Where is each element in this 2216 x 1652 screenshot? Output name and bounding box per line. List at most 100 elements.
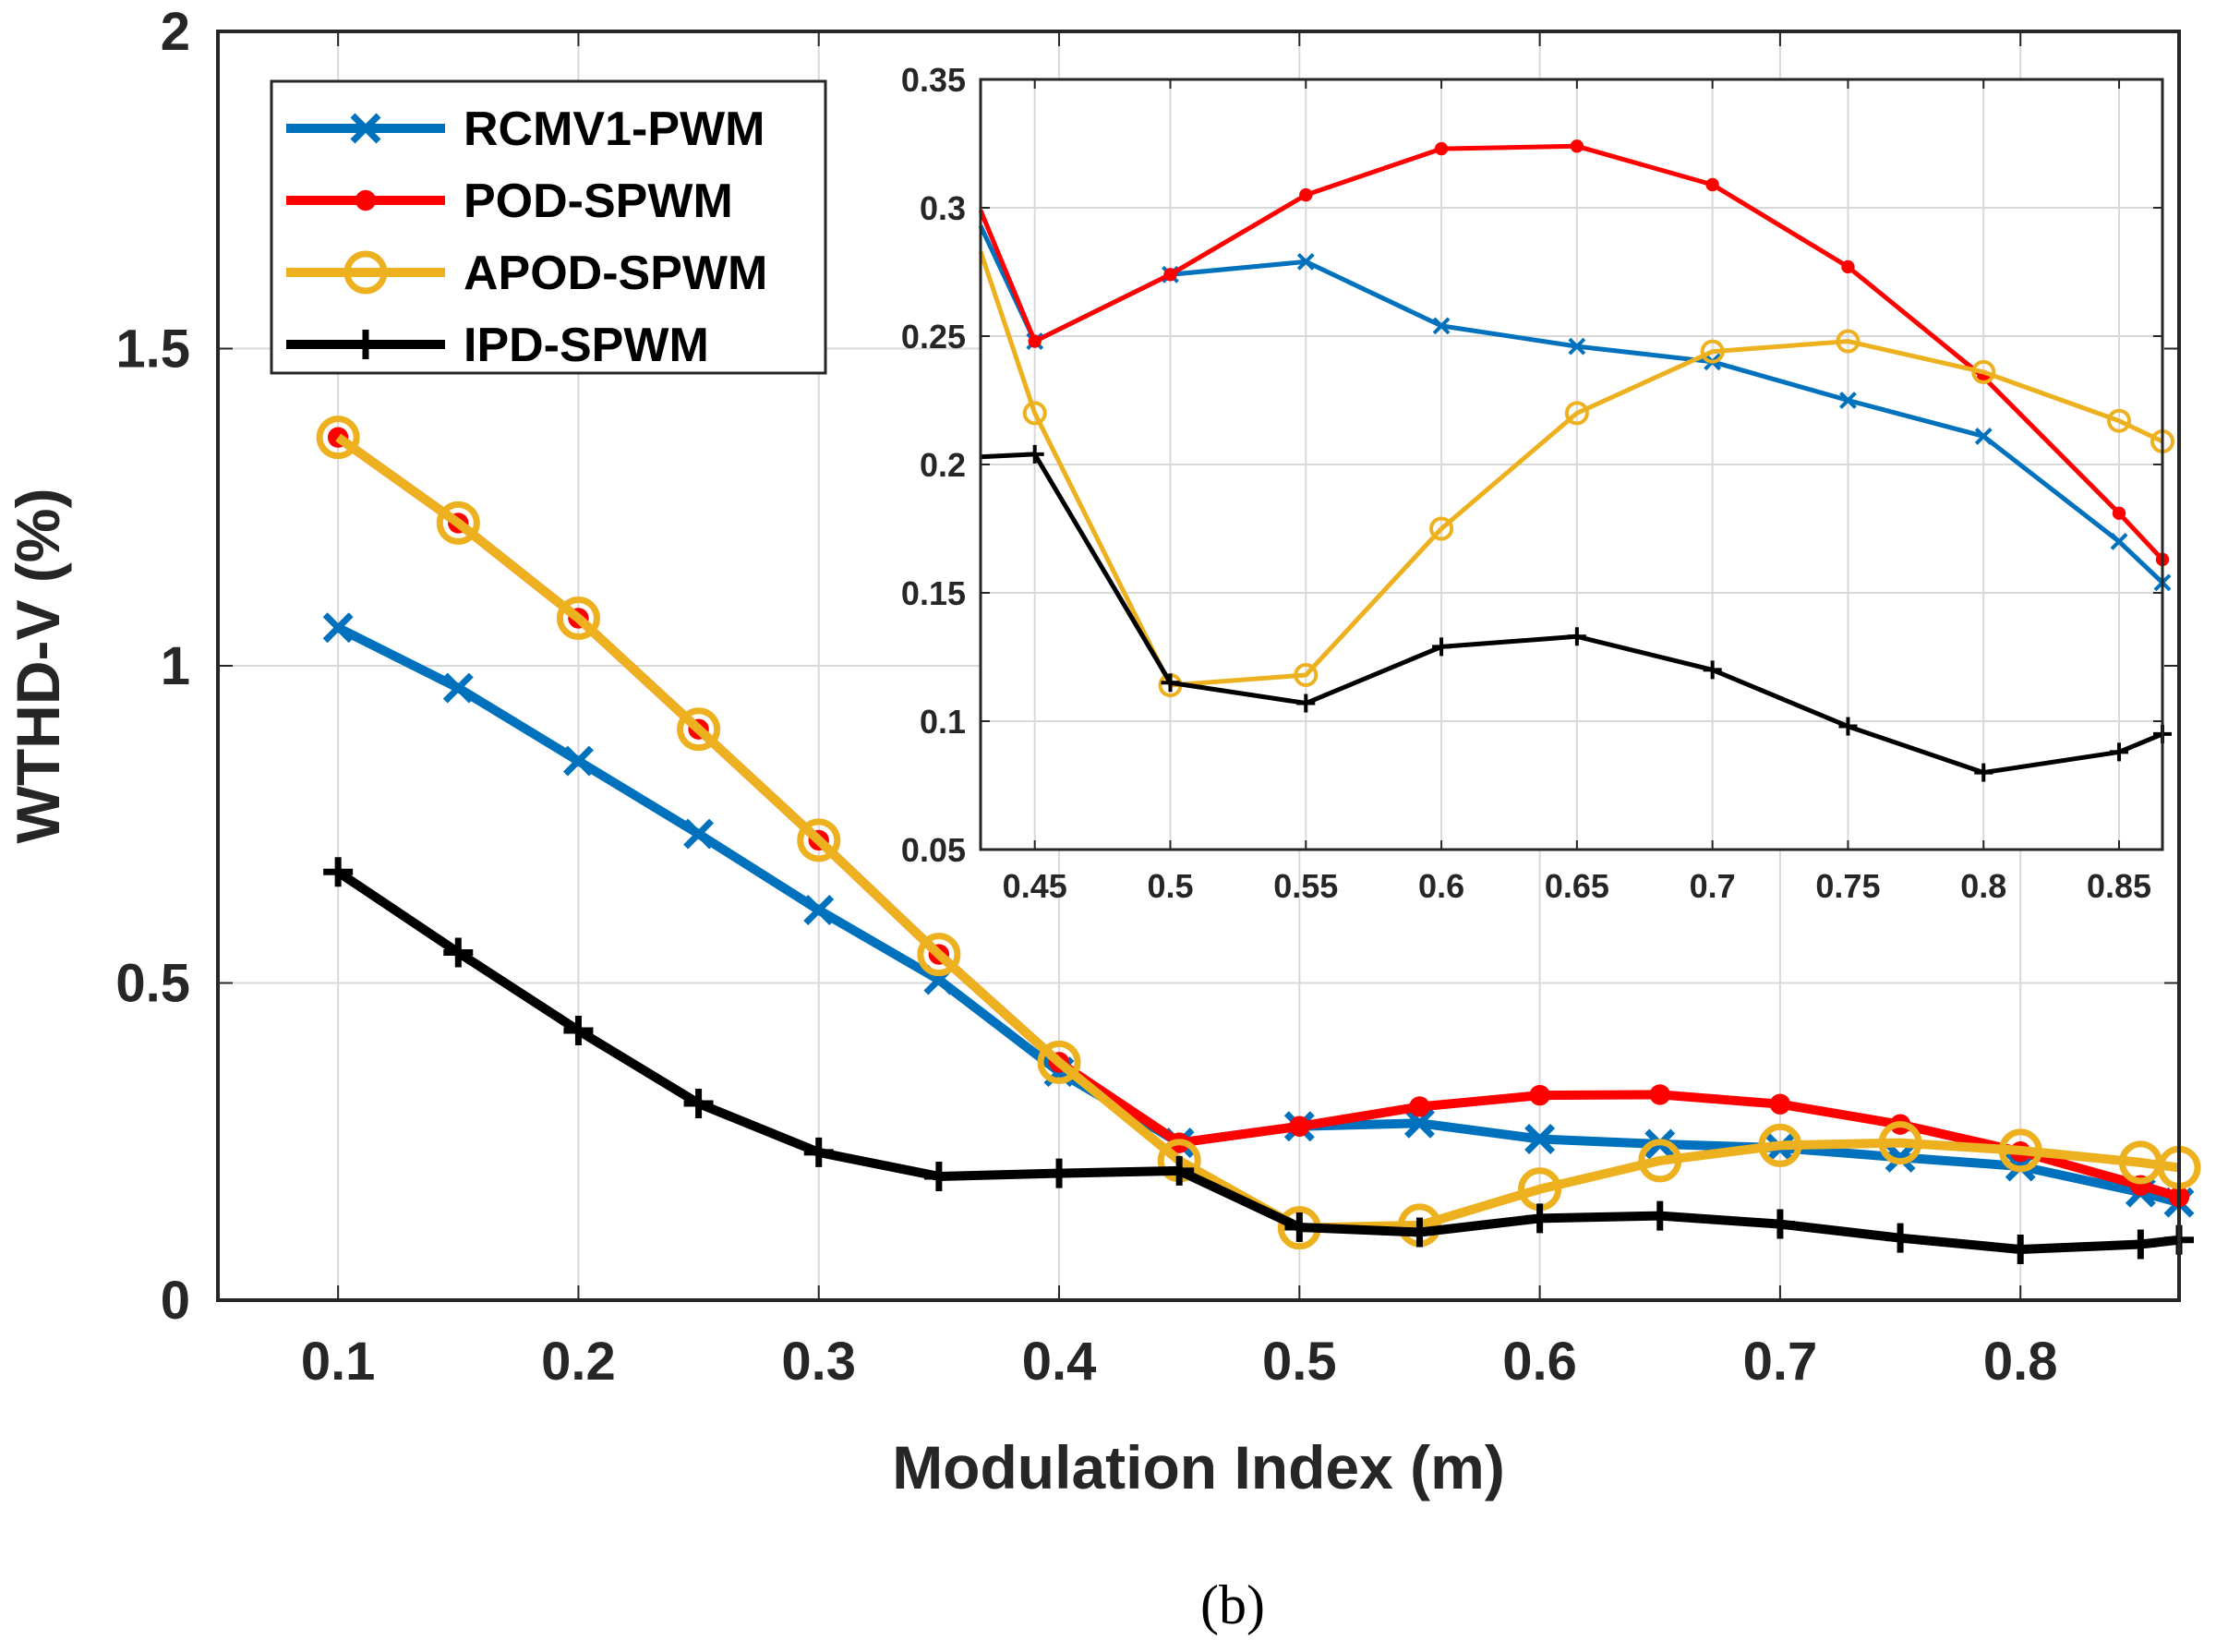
main-x-tick-label: 0.6	[1502, 1332, 1577, 1392]
inset-series-ipd-spwm	[980, 444, 2172, 782]
inset-y-tick-label: 0.15	[901, 574, 966, 612]
legend: RCMV1-PWM POD-SPWM APOD-SPWM IPD-SPWM	[270, 79, 827, 375]
inset-point-rcmv1-pwm	[1974, 428, 1993, 445]
inset-point-rcmv1-pwm	[1296, 252, 1315, 271]
main-point-ipd-spwm	[2005, 1235, 2036, 1265]
inset-point-pod-spwm	[1705, 177, 1719, 192]
main-point-rcmv1-pwm	[803, 895, 835, 925]
inset-point-apod-spwm	[1836, 329, 1861, 354]
main-point-apod-spwm	[556, 596, 600, 640]
main-y-tick-label: 2	[161, 2, 190, 62]
inset-x-tick-label: 0.65	[1545, 867, 1609, 905]
main-point-rcmv1-pwm	[1524, 1124, 1556, 1154]
inset-point-ipd-spwm	[1432, 637, 1451, 657]
x-axis-title: Modulation Index (m)	[892, 1433, 1505, 1501]
main-point-ipd-spwm	[1764, 1209, 1795, 1239]
inset-y-tick-label: 0.3	[920, 189, 966, 227]
inset-y-tick-label: 0.25	[901, 318, 966, 356]
inset-line-apod-spwm	[978, 250, 2164, 688]
legend-item-apod-spwm: APOD-SPWM	[286, 247, 767, 300]
inset-y-tick-label: 0.2	[920, 446, 966, 484]
inset-point-apod-spwm	[1700, 339, 1725, 364]
main-point-rcmv1-pwm	[1403, 1107, 1435, 1139]
legend-label: IPD-SPWM	[464, 319, 709, 372]
inset-point-apod-spwm	[1429, 516, 1454, 541]
main-point-pod-spwm	[1529, 1084, 1550, 1106]
inset-series-apod-spwm	[978, 250, 2174, 698]
inset-point-apod-spwm	[1971, 359, 1996, 384]
main-point-ipd-spwm	[1044, 1158, 1075, 1188]
inset-point-pod-spwm	[1299, 187, 1313, 202]
inset-x-tick-label: 0.55	[1273, 867, 1338, 905]
inset-point-apod-spwm	[1294, 662, 1319, 687]
inset-x-tick-label: 0.6	[1418, 867, 1464, 905]
inset-point-ipd-spwm	[2110, 742, 2129, 762]
main-point-pod-spwm	[1649, 1084, 1670, 1105]
main-series-ipd-spwm	[323, 857, 2194, 1265]
inset-point-ipd-spwm	[1703, 660, 1722, 680]
y-axis-title: WTHD-V (%)	[4, 488, 72, 844]
inset-x-tick-label: 0.45	[1003, 867, 1067, 905]
legend-item-rcmv1-pwm: RCMV1-PWM	[286, 102, 765, 156]
main-point-apod-spwm	[436, 500, 480, 545]
inset-point-apod-spwm	[2107, 408, 2132, 433]
legend-label: POD-SPWM	[464, 175, 733, 228]
legend-item-pod-spwm: POD-SPWM	[286, 175, 733, 228]
legend-swatch-marker	[355, 189, 377, 211]
main-point-rcmv1-pwm	[442, 672, 474, 704]
main-point-ipd-spwm	[1885, 1223, 1916, 1253]
main-point-ipd-spwm	[803, 1137, 834, 1167]
main-y-tick-label: 0.5	[115, 954, 190, 1014]
inset-x-tick-label: 0.7	[1690, 867, 1736, 905]
inset-y-tick-labels: 0.05 0.1 0.15 0.2 0.25 0.3 0.35	[901, 61, 966, 869]
main-point-rcmv1-pwm	[683, 818, 715, 850]
main-point-pod-spwm	[1409, 1096, 1430, 1117]
main-point-apod-spwm	[1638, 1139, 1682, 1183]
inset-point-pod-spwm	[1841, 259, 1855, 274]
inset-point-rcmv1-pwm	[1432, 317, 1451, 335]
inset-point-pod-spwm	[1163, 268, 1177, 282]
main-point-rcmv1-pwm	[562, 745, 594, 777]
inset-point-rcmv1-pwm	[1839, 392, 1857, 409]
main-y-tick-label: 0	[161, 1271, 190, 1331]
main-point-apod-spwm	[917, 933, 961, 977]
main-point-ipd-spwm	[1644, 1200, 1675, 1231]
inset-y-tick-label: 0.1	[920, 703, 966, 741]
main-x-tick-label: 0.3	[781, 1332, 856, 1392]
main-point-pod-spwm	[1769, 1093, 1791, 1115]
main-y-tick-labels: 0 0.5 1 1.5 2	[115, 2, 190, 1331]
main-x-tick-label: 0.7	[1743, 1332, 1818, 1392]
main-point-ipd-spwm	[2126, 1229, 2156, 1260]
inset-x-tick-labels: 0.45 0.5 0.55 0.6 0.65 0.7 0.75 0.8 0.85	[1003, 867, 2151, 905]
main-point-rcmv1-pwm	[322, 612, 354, 644]
main-series-group	[316, 416, 2201, 1265]
main-x-tick-labels: 0.1 0.2 0.3 0.4 0.5 0.6 0.7 0.8	[301, 1332, 2058, 1392]
main-point-apod-spwm	[1878, 1121, 1922, 1165]
main-x-tick-label: 0.1	[301, 1332, 376, 1392]
inset-point-ipd-spwm	[1025, 444, 1044, 464]
inset-point-rcmv1-pwm	[1568, 337, 1586, 356]
main-point-apod-spwm	[316, 416, 360, 460]
inset-point-apod-spwm	[1564, 401, 1589, 426]
figure-caption: (b)	[1200, 1574, 1265, 1635]
inset-point-ipd-spwm	[1974, 763, 1993, 782]
main-point-pod-spwm	[1289, 1115, 1310, 1137]
main-point-ipd-spwm	[923, 1162, 954, 1192]
legend-swatch-marker	[343, 250, 388, 295]
main-point-apod-spwm	[677, 707, 721, 752]
inset-y-tick-label: 0.35	[901, 61, 966, 99]
legend-item-ipd-spwm: IPD-SPWM	[286, 319, 709, 372]
inset-point-ipd-spwm	[1161, 673, 1180, 693]
main-point-ipd-spwm	[323, 857, 354, 887]
inset-point-ipd-spwm	[1567, 627, 1586, 646]
inset-x-tick-label: 0.8	[1960, 867, 2006, 905]
legend-swatch-marker	[351, 330, 380, 359]
main-x-tick-label: 0.2	[541, 1332, 616, 1392]
inset-point-rcmv1-pwm	[2110, 532, 2128, 550]
main-point-apod-spwm	[1037, 1040, 1081, 1084]
main-point-ipd-spwm	[1404, 1217, 1435, 1248]
inset-point-ipd-spwm	[1838, 717, 1858, 736]
main-point-ipd-spwm	[443, 937, 474, 968]
